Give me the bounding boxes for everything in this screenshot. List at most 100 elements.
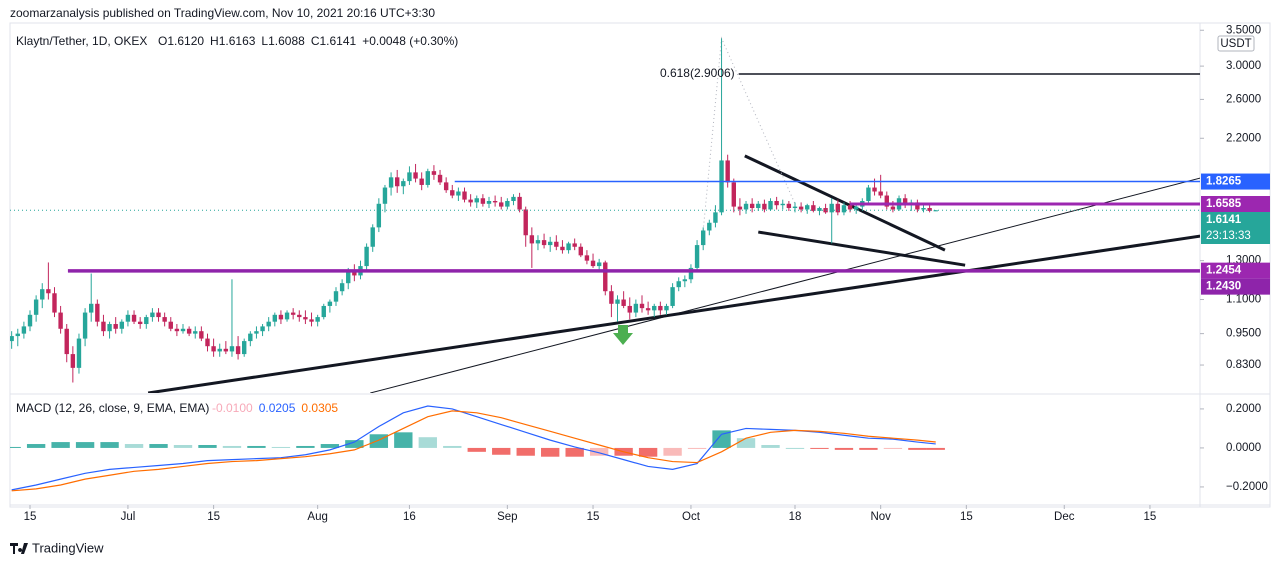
candle-body — [737, 206, 743, 210]
candle-body — [278, 314, 284, 320]
candle-body — [627, 305, 632, 313]
legend-value: 1.6088 — [268, 34, 305, 48]
candle-body — [242, 341, 247, 355]
candle-body — [743, 203, 749, 210]
histogram-bar — [761, 445, 780, 448]
signal-arrow — [613, 325, 633, 345]
candle-body — [872, 187, 877, 192]
candle-body — [364, 246, 369, 267]
candle-body — [15, 333, 20, 337]
candle-body — [64, 328, 69, 355]
candle-body — [547, 241, 553, 246]
candle-body — [229, 346, 235, 352]
histogram-bar — [345, 440, 364, 448]
candle-body — [425, 171, 431, 185]
candle-body — [235, 346, 241, 355]
y-tick-label: 0.8300 — [1226, 359, 1261, 371]
candle-body — [590, 260, 596, 267]
candle-body — [107, 324, 112, 332]
candle-body — [572, 243, 577, 247]
candle-body — [333, 291, 339, 302]
candle-body — [749, 203, 755, 209]
candle-body — [933, 210, 938, 212]
candle-body — [523, 209, 528, 236]
candle-body — [694, 245, 700, 268]
histogram-bar — [810, 447, 829, 449]
x-tick-label: 16 — [403, 511, 416, 523]
candle-body — [297, 314, 302, 318]
macd-line — [11, 410, 936, 492]
candle-body — [884, 195, 889, 207]
candle-body — [927, 208, 932, 211]
histogram-bar — [712, 430, 731, 448]
histogram-bar — [687, 447, 707, 449]
candle-body — [186, 328, 192, 334]
candle-body — [413, 172, 418, 179]
candle-body — [835, 203, 841, 213]
x-tick-label: Aug — [307, 511, 327, 523]
footer: TradingView — [32, 540, 104, 555]
candle-body — [915, 202, 920, 210]
histogram-bar — [222, 445, 242, 448]
candle-body — [762, 203, 767, 210]
x-tick-label: 15 — [207, 511, 220, 523]
candle-body — [21, 326, 27, 334]
candle-body — [731, 182, 736, 207]
candle-body — [266, 321, 271, 327]
candle-body — [388, 177, 394, 188]
price-label-box — [1201, 211, 1270, 244]
price-label: 1.2454 — [1206, 265, 1242, 277]
candle-body — [756, 203, 761, 209]
candle-body — [823, 208, 828, 213]
candle-body — [664, 305, 669, 311]
candle-body — [144, 317, 149, 325]
candle-body — [554, 241, 559, 247]
candle-body — [505, 201, 510, 207]
candle-body — [315, 317, 320, 322]
ohlc-legend: O 1.6120 H 1.6163 L 1.6088 C 1.6141 +0.0048 (+0.… — [158, 34, 458, 48]
candle-body — [40, 289, 45, 300]
price-label-box — [1201, 173, 1270, 190]
histogram-bar — [124, 444, 144, 448]
candle-body — [682, 279, 688, 282]
candle-body — [131, 314, 137, 322]
candle-body — [437, 174, 443, 183]
candle-body — [492, 201, 498, 203]
currency: USDT — [1220, 38, 1251, 50]
candle-body — [890, 206, 896, 210]
candle-body — [921, 208, 926, 210]
x-tick-label: Jul — [121, 511, 136, 523]
candle-body — [395, 177, 400, 187]
candle-body — [603, 262, 608, 292]
x-tick-label: 15 — [24, 511, 37, 523]
header: zoomarzanalysis published on TradingView… — [10, 6, 435, 20]
histogram-bar — [296, 445, 315, 448]
candle-body — [211, 346, 216, 352]
macd-title: MACD (12, 26, close, 9, EMA, EMA) — [16, 401, 209, 415]
price-label: 1.2430 — [1206, 281, 1241, 293]
candle-body — [248, 333, 253, 342]
price-label-box — [1201, 262, 1270, 279]
candle-body — [719, 160, 724, 213]
legend-value: 1.6141 — [319, 34, 356, 48]
candle-body — [584, 255, 590, 261]
candle-body — [95, 303, 100, 322]
price-pane — [10, 36, 1200, 393]
candle-body — [792, 206, 798, 209]
x-tick-label: Nov — [870, 511, 891, 523]
candle-body — [137, 321, 143, 325]
candle-body — [560, 246, 565, 251]
candle-body — [596, 262, 602, 267]
candle-body — [217, 348, 222, 352]
candle-body — [101, 321, 106, 332]
x-tick-label: 18 — [789, 511, 802, 523]
candle-body — [713, 212, 718, 223]
macd-pane — [10, 405, 945, 492]
candle-body — [462, 191, 467, 200]
currency-box — [1217, 35, 1255, 52]
candle-body — [841, 205, 847, 213]
histogram-bar — [173, 445, 193, 448]
histogram-bar — [369, 434, 389, 448]
axes: 3.50003.00002.60002.20001.30001.10000.95… — [24, 24, 1270, 523]
